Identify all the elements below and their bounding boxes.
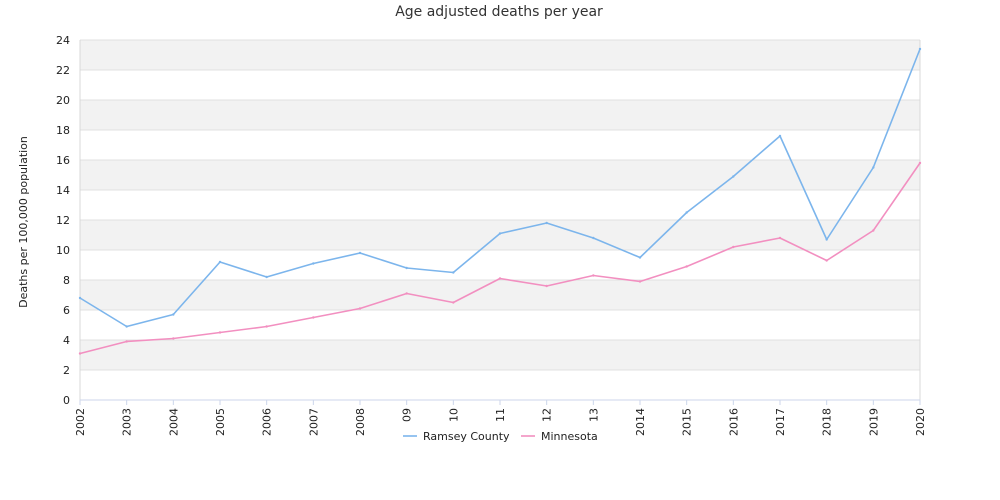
grid-band (80, 340, 920, 370)
data-point[interactable] (498, 277, 502, 280)
grid-band (80, 160, 920, 190)
data-point[interactable] (312, 262, 315, 265)
x-tick-label: 2016 (727, 408, 740, 436)
grid-lines (79, 39, 921, 401)
data-point[interactable] (172, 337, 175, 340)
data-point[interactable] (265, 275, 268, 279)
grid-bands (80, 40, 920, 400)
data-point[interactable] (452, 301, 455, 304)
x-tick-label: 2019 (867, 408, 880, 436)
data-point[interactable] (405, 266, 408, 270)
grid-band (80, 190, 920, 220)
data-point[interactable] (172, 313, 175, 316)
data-point[interactable] (685, 211, 688, 214)
y-tick-label: 8 (63, 274, 70, 287)
data-point[interactable] (825, 238, 828, 241)
legend-label: Ramsey County (423, 430, 510, 443)
data-point[interactable] (312, 316, 315, 319)
x-tick-label: 2004 (167, 408, 180, 436)
x-tick-label: 2015 (681, 408, 694, 436)
x-tick-label: 2017 (774, 408, 787, 436)
x-tick-label: 2008 (354, 408, 367, 436)
x-axis-ticks: 2002 2003 2004 2005 2006 2007 2008 09 10 11 12 13 20… (74, 400, 927, 436)
data-point[interactable] (732, 245, 735, 249)
y-tick-label: 16 (56, 154, 70, 167)
y-tick-label: 2 (63, 364, 70, 377)
grid-band (80, 310, 920, 340)
legend-item-ramsey-county[interactable]: Ramsey County (403, 430, 510, 443)
legend-item-minnesota[interactable]: Minnesota (521, 430, 598, 443)
data-point[interactable] (638, 280, 642, 283)
x-tick-label: 11 (494, 408, 507, 422)
x-tick-label: 13 (587, 408, 600, 422)
x-tick-label: 2003 (121, 408, 134, 436)
data-point[interactable] (732, 175, 735, 178)
data-point[interactable] (685, 265, 688, 268)
x-tick-label: 2006 (261, 408, 274, 436)
grid-band (80, 70, 920, 100)
data-point[interactable] (825, 259, 828, 262)
data-point[interactable] (125, 340, 128, 343)
data-point[interactable] (358, 251, 362, 255)
grid-band (80, 280, 920, 310)
data-point[interactable] (918, 161, 922, 165)
y-axis-label: Deaths per 100,000 population (17, 136, 30, 308)
grid-band (80, 220, 920, 250)
y-tick-label: 4 (63, 334, 70, 347)
data-point[interactable] (405, 292, 408, 295)
grid-band (80, 250, 920, 280)
x-tick-label: 12 (541, 408, 554, 422)
y-tick-label: 6 (63, 304, 70, 317)
data-point[interactable] (125, 325, 128, 328)
data-point[interactable] (638, 256, 642, 259)
series-lines (78, 47, 922, 355)
data-point[interactable] (918, 47, 922, 51)
grid-band (80, 370, 920, 400)
x-tick-label: 2005 (214, 408, 227, 436)
y-tick-label: 18 (56, 124, 70, 137)
grid-band (80, 40, 920, 70)
data-point[interactable] (778, 134, 782, 138)
chart-title: Age adjusted deaths per year (395, 4, 603, 20)
x-tick-label: 2018 (821, 408, 834, 436)
x-tick-label: 2007 (307, 408, 320, 436)
data-point[interactable] (78, 352, 82, 355)
data-point[interactable] (545, 284, 548, 288)
y-tick-label: 14 (56, 184, 70, 197)
data-point[interactable] (592, 274, 595, 277)
data-point[interactable] (452, 271, 455, 274)
data-point[interactable] (498, 232, 502, 235)
y-tick-label: 0 (63, 394, 70, 407)
legend-label: Minnesota (541, 430, 598, 443)
y-tick-label: 20 (56, 94, 70, 107)
y-tick-label: 24 (56, 34, 70, 47)
y-tick-label: 10 (56, 244, 70, 257)
data-point[interactable] (265, 325, 268, 328)
data-point[interactable] (592, 236, 595, 240)
data-point[interactable] (218, 331, 222, 334)
data-point[interactable] (78, 296, 82, 300)
x-tick-label: 2002 (74, 408, 87, 436)
data-point[interactable] (872, 229, 875, 232)
data-point[interactable] (358, 307, 362, 310)
x-tick-label: 2014 (634, 408, 647, 436)
legend[interactable]: Ramsey County Minnesota (403, 430, 598, 443)
grid-band (80, 100, 920, 130)
data-point[interactable] (545, 221, 548, 225)
grid-band (80, 130, 920, 160)
y-tick-label: 22 (56, 64, 70, 77)
data-point[interactable] (778, 236, 782, 240)
data-point[interactable] (872, 166, 875, 169)
y-tick-label: 12 (56, 214, 70, 227)
data-point[interactable] (218, 260, 222, 264)
x-tick-label: 09 (401, 408, 414, 422)
x-tick-label: 10 (447, 408, 460, 422)
x-tick-label: 2020 (914, 408, 927, 436)
